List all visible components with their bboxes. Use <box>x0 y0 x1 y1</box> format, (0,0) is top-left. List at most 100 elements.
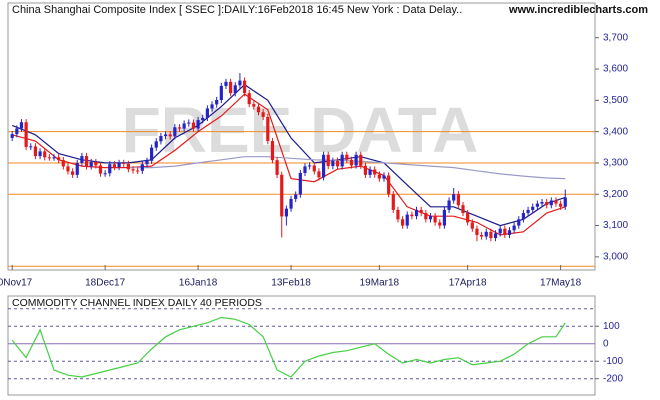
x-tick-label: 20Nov17 <box>0 278 33 289</box>
candle-body <box>531 206 535 210</box>
candle-body <box>289 198 293 209</box>
y-tick-label: 3,100 <box>603 220 628 231</box>
candle-body <box>108 164 112 174</box>
x-tick-label: 17May18 <box>540 278 582 289</box>
candle-body <box>428 216 433 220</box>
candle-body <box>43 151 47 158</box>
moving-average <box>12 93 566 236</box>
candle-body <box>498 228 502 234</box>
candle-body <box>256 106 261 113</box>
y-tick-label: 3,400 <box>603 126 628 137</box>
candle-body <box>84 156 89 167</box>
y-tick-label: -100 <box>603 356 623 367</box>
candle-body <box>126 163 130 170</box>
candle-body <box>424 213 428 220</box>
candle-body <box>312 165 316 172</box>
candle-body <box>540 202 544 204</box>
candle-body <box>405 214 409 226</box>
candle-body <box>71 171 75 175</box>
candle-body <box>145 160 149 165</box>
candle-body <box>447 200 451 210</box>
candle-body <box>75 162 79 175</box>
candle-body <box>382 175 386 179</box>
x-tick-label: 19Mar18 <box>360 278 400 289</box>
candle-body <box>308 165 312 167</box>
candle-body <box>112 164 117 168</box>
candle-body <box>38 151 42 157</box>
candle-body <box>294 194 298 199</box>
watermark: FREE DATA <box>122 94 479 166</box>
candle-body <box>363 165 368 175</box>
candle-body <box>29 146 33 148</box>
candle-body <box>517 219 521 226</box>
candle-body <box>150 147 154 161</box>
candle-body <box>177 127 182 129</box>
candle-body <box>210 104 214 109</box>
candle-body <box>233 85 237 94</box>
candle-body <box>507 230 512 235</box>
candle-body <box>326 154 330 167</box>
candle-body <box>535 203 539 207</box>
y-tick-label: 3,500 <box>603 95 628 106</box>
site-label: www.incrediblecharts.com <box>508 4 648 16</box>
candle-body <box>521 213 526 220</box>
y-tick-label: 3,000 <box>603 251 628 262</box>
candle-body <box>280 174 284 217</box>
candle-body <box>238 80 242 86</box>
candle-body <box>10 134 14 138</box>
candle-body <box>275 160 279 175</box>
candle-body <box>242 80 247 94</box>
candle-body <box>154 141 158 148</box>
candle-body <box>559 203 563 207</box>
candle-body <box>354 154 358 166</box>
candle-body <box>345 154 349 160</box>
candle-body <box>270 141 275 161</box>
candle-body <box>136 170 140 172</box>
candle-body <box>419 209 423 214</box>
x-tick-label: 17Apr18 <box>449 278 487 289</box>
candle-body <box>191 122 196 129</box>
candle-body <box>201 117 205 121</box>
candle-body <box>47 157 51 159</box>
candle-body <box>261 112 265 117</box>
candle-body <box>66 166 70 172</box>
y-tick-label: 0 <box>603 338 609 349</box>
candle-body <box>545 202 549 206</box>
candle-body <box>317 171 321 178</box>
candle-body <box>303 166 307 173</box>
candle-body <box>163 134 168 137</box>
candle-body <box>187 122 191 124</box>
price-frame <box>7 2 596 271</box>
candle-body <box>400 219 405 226</box>
indicator-title: COMMODITY CHANNEL INDEX DAILY 40 PERIODS <box>12 297 262 309</box>
candle-body <box>284 208 288 217</box>
y-tick-label: -200 <box>603 373 623 384</box>
candle-body <box>484 231 488 237</box>
candle-body <box>410 214 414 217</box>
candle-body <box>15 128 19 135</box>
candle-body <box>391 194 395 210</box>
candle-body <box>503 228 507 235</box>
candle-body <box>331 160 335 167</box>
candle-body <box>19 122 24 129</box>
y-tick-label: 100 <box>603 321 620 332</box>
candle-body <box>335 160 340 167</box>
candle-body <box>122 162 126 164</box>
candle-body <box>456 194 460 206</box>
candle-body <box>549 200 553 206</box>
y-tick-label: 3,200 <box>603 189 628 200</box>
candle-body <box>387 175 391 195</box>
candle-body <box>433 216 437 223</box>
candle-body <box>414 209 419 217</box>
candle-body <box>52 157 56 159</box>
candle-body <box>470 222 474 229</box>
candle-body <box>229 81 233 94</box>
candle-body <box>173 127 177 137</box>
candle-body <box>266 116 270 142</box>
candle-body <box>349 159 354 166</box>
chart-title: China Shanghai Composite Index [ SSEC ]:… <box>12 4 462 16</box>
candle-body <box>168 134 172 137</box>
candle-body <box>554 200 558 204</box>
y-tick-label: 3,300 <box>603 158 628 169</box>
candle-body <box>89 162 93 167</box>
